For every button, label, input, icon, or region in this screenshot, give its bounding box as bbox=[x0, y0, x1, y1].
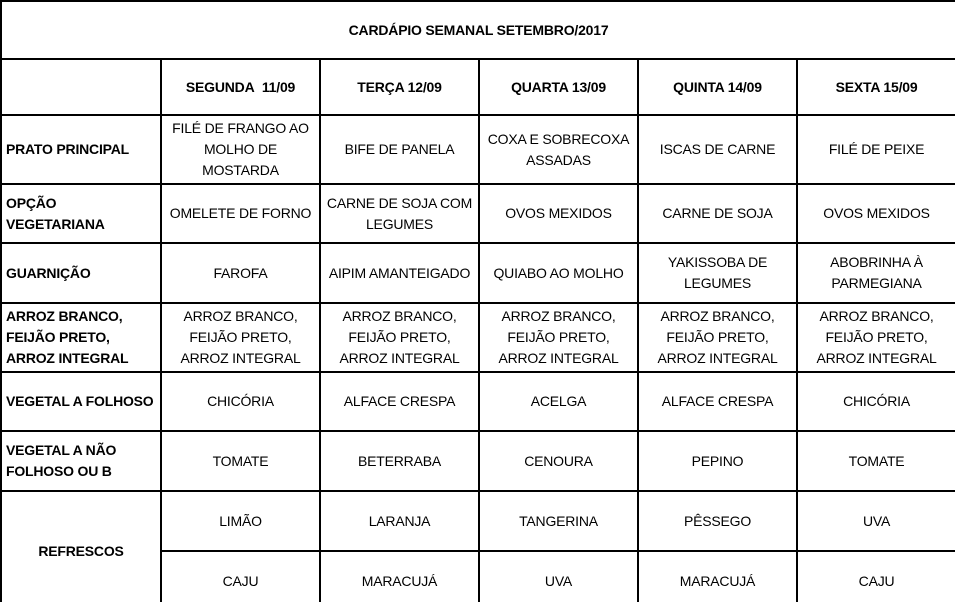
table-cell: OMELETE DE FORNO bbox=[160, 183, 321, 244]
table-cell: ARROZ BRANCO, FEIJÃO PRETO, ARROZ INTEGR… bbox=[160, 302, 321, 373]
row-label-refrescos: REFRESCOS bbox=[0, 490, 162, 602]
col-header-quarta: QUARTA 13/09 bbox=[478, 58, 639, 116]
title-row: CARDÁPIO SEMANAL SETEMBRO/2017 bbox=[0, 0, 955, 60]
table-cell: LARANJA bbox=[319, 490, 480, 552]
table-cell: UVA bbox=[478, 550, 639, 602]
table-row-refrescos-top: REFRESCOS LIMÃO LARANJA TANGERINA PÊSSEG… bbox=[0, 490, 955, 602]
table-cell: CHICÓRIA bbox=[160, 371, 321, 432]
table-cell: MARACUJÁ bbox=[637, 550, 798, 602]
table-cell: PEPINO bbox=[637, 430, 798, 492]
table-row: PRATO PRINCIPAL FILÉ DE FRANGO AO MOLHO … bbox=[0, 114, 955, 185]
table-cell: PÊSSEGO bbox=[637, 490, 798, 552]
table-cell: BIFE DE PANELA bbox=[319, 114, 480, 185]
table-row: VEGETAL A FOLHOSO CHICÓRIA ALFACE CRESPA… bbox=[0, 371, 955, 432]
table-cell: ALFACE CRESPA bbox=[637, 371, 798, 432]
table-cell: ALFACE CRESPA bbox=[319, 371, 480, 432]
row-label-guarnicao: GUARNIÇÃO bbox=[0, 242, 162, 304]
col-header-terca: TERÇA 12/09 bbox=[319, 58, 480, 116]
document-title: CARDÁPIO SEMANAL SETEMBRO/2017 bbox=[0, 0, 955, 60]
table-cell: CARNE DE SOJA bbox=[637, 183, 798, 244]
row-label-arroz-feijao: ARROZ BRANCO, FEIJÃO PRETO, ARROZ INTEGR… bbox=[0, 302, 162, 373]
table-row: VEGETAL A NÃO FOLHOSO OU B TOMATE BETERR… bbox=[0, 430, 955, 492]
table-cell: FAROFA bbox=[160, 242, 321, 304]
row-label-prato-principal: PRATO PRINCIPAL bbox=[0, 114, 162, 185]
table-cell: CENOURA bbox=[478, 430, 639, 492]
table-cell: AIPIM AMANTEIGADO bbox=[319, 242, 480, 304]
table-cell: TOMATE bbox=[795, 430, 955, 492]
table-cell: OVOS MEXIDOS bbox=[795, 183, 955, 244]
table-cell: TANGERINA bbox=[478, 490, 639, 552]
row-label-opcao-vegetariana: OPÇÃO VEGETARIANA bbox=[0, 183, 162, 244]
table-row: OPÇÃO VEGETARIANA OMELETE DE FORNO CARNE… bbox=[0, 183, 955, 244]
table-cell: FILÉ DE PEIXE bbox=[795, 114, 955, 185]
table-cell: YAKISSOBA DE LEGUMES bbox=[637, 242, 798, 304]
table-row: GUARNIÇÃO FAROFA AIPIM AMANTEIGADO QUIAB… bbox=[0, 242, 955, 304]
row-label-vegetal-folhoso: VEGETAL A FOLHOSO bbox=[0, 371, 162, 432]
table-cell: ABOBRINHA À PARMEGIANA bbox=[795, 242, 955, 304]
table-cell: OVOS MEXIDOS bbox=[478, 183, 639, 244]
table-cell: UVA bbox=[795, 490, 955, 552]
table-cell: ARROZ BRANCO, FEIJÃO PRETO, ARROZ INTEGR… bbox=[478, 302, 639, 373]
table-cell: TOMATE bbox=[160, 430, 321, 492]
col-header-quinta: QUINTA 14/09 bbox=[637, 58, 798, 116]
day-header-row: SEGUNDA 11/09 TERÇA 12/09 QUARTA 13/09 Q… bbox=[0, 58, 955, 116]
table-cell: ARROZ BRANCO, FEIJÃO PRETO, ARROZ INTEGR… bbox=[637, 302, 798, 373]
table-cell: BETERRABA bbox=[319, 430, 480, 492]
table-cell: MARACUJÁ bbox=[319, 550, 480, 602]
table-cell: ARROZ BRANCO, FEIJÃO PRETO, ARROZ INTEGR… bbox=[319, 302, 480, 373]
table-cell: CARNE DE SOJA COM LEGUMES bbox=[319, 183, 480, 244]
table-cell: QUIABO AO MOLHO bbox=[478, 242, 639, 304]
table-cell: CAJU bbox=[160, 550, 321, 602]
col-header-segunda: SEGUNDA 11/09 bbox=[160, 58, 321, 116]
table-cell: COXA E SOBRECOXA ASSADAS bbox=[478, 114, 639, 185]
table-cell: FILÉ DE FRANGO AO MOLHO DE MOSTARDA bbox=[160, 114, 321, 185]
col-header-sexta: SEXTA 15/09 bbox=[795, 58, 955, 116]
table-cell: ACELGA bbox=[478, 371, 639, 432]
table-cell: CHICÓRIA bbox=[795, 371, 955, 432]
table-row-refrescos-bottom: CAJU MARACUJÁ UVA MARACUJÁ CAJU bbox=[1, 550, 955, 602]
table-cell: LIMÃO bbox=[160, 490, 321, 552]
table-row: ARROZ BRANCO, FEIJÃO PRETO, ARROZ INTEGR… bbox=[0, 302, 955, 373]
table-cell: ISCAS DE CARNE bbox=[637, 114, 798, 185]
row-label-vegetal-nao-folhoso: VEGETAL A NÃO FOLHOSO OU B bbox=[0, 430, 162, 492]
corner-empty-cell bbox=[0, 58, 162, 116]
table-cell: CAJU bbox=[795, 550, 955, 602]
table-cell: ARROZ BRANCO, FEIJÃO PRETO, ARROZ INTEGR… bbox=[795, 302, 955, 373]
